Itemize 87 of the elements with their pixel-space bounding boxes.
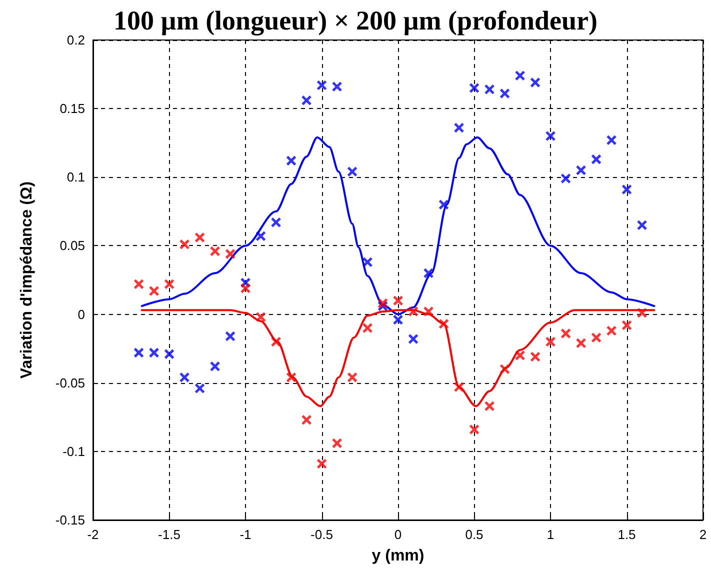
x-tick-label: -2 (87, 527, 99, 542)
point (225, 330, 236, 342)
point (210, 246, 220, 256)
point (545, 130, 556, 142)
point (591, 332, 602, 343)
y-tick-label: 0.1 (66, 170, 85, 185)
point (408, 334, 418, 344)
point (286, 155, 296, 166)
point (606, 325, 617, 336)
point (500, 88, 510, 99)
point (179, 372, 190, 383)
point (301, 414, 312, 426)
point (454, 122, 464, 134)
point (545, 336, 556, 347)
y-tick-label: 0.05 (60, 238, 85, 254)
point (622, 184, 632, 195)
point (286, 372, 296, 383)
point (514, 350, 526, 361)
point (560, 173, 571, 184)
point (606, 134, 617, 146)
point (362, 322, 373, 334)
x-tick-label: -1 (240, 527, 252, 542)
point (560, 328, 571, 339)
point (148, 347, 160, 358)
x-tick-label: 0.5 (465, 527, 484, 542)
point (530, 352, 540, 362)
y-tick-label: -0.05 (55, 375, 85, 390)
point (576, 338, 586, 348)
x-tick-label: -0.5 (310, 527, 333, 542)
point (347, 166, 358, 177)
point (636, 220, 648, 230)
x-tick-label: -1.5 (158, 527, 180, 542)
point (194, 383, 205, 394)
point (332, 438, 342, 448)
x-tick-label: 2 (699, 527, 707, 542)
point (438, 318, 449, 330)
x-tick-label: 1 (546, 527, 554, 542)
point (134, 347, 144, 358)
point (392, 314, 404, 326)
y-tick-label: 0 (78, 306, 85, 322)
point (484, 84, 495, 95)
point (164, 278, 174, 290)
point (438, 199, 449, 210)
chart-title: 100 µm (longueur) × 200 µm (profondeur) (114, 6, 598, 36)
point (500, 364, 510, 374)
point (423, 306, 434, 317)
point (316, 80, 327, 91)
point (301, 95, 312, 106)
y-tick-label: -0.1 (62, 444, 85, 459)
point (194, 232, 205, 243)
point (622, 320, 632, 331)
x-tick-label: 1.5 (618, 527, 636, 542)
point (591, 154, 602, 165)
point (576, 165, 586, 176)
point (256, 230, 266, 242)
point (179, 239, 190, 250)
point (256, 312, 266, 322)
point (270, 217, 282, 228)
point (484, 400, 495, 412)
point (514, 70, 526, 81)
y-tick-label: -0.15 (55, 512, 85, 528)
line-series (140, 309, 656, 408)
point (210, 361, 220, 372)
point (408, 306, 418, 317)
point (332, 81, 342, 92)
x-tick-label: 0 (394, 527, 402, 542)
point (270, 336, 282, 347)
point (164, 348, 174, 360)
point (316, 458, 327, 470)
point (636, 308, 648, 318)
x-axis-title: y (mm) (372, 548, 424, 564)
point (225, 248, 236, 260)
y-tick-label: 0.2 (66, 32, 85, 48)
point (347, 372, 358, 383)
y-tick-label: 0.15 (60, 101, 85, 116)
point (392, 295, 404, 306)
point (530, 77, 540, 88)
point (378, 298, 388, 309)
point (362, 256, 373, 268)
point (469, 424, 480, 435)
point (134, 278, 144, 290)
point (454, 382, 464, 392)
point (148, 286, 160, 296)
point (469, 82, 480, 94)
point (423, 268, 434, 278)
point (240, 282, 251, 294)
y-axis-title: Variation d'impédance (Ω) (18, 181, 36, 379)
